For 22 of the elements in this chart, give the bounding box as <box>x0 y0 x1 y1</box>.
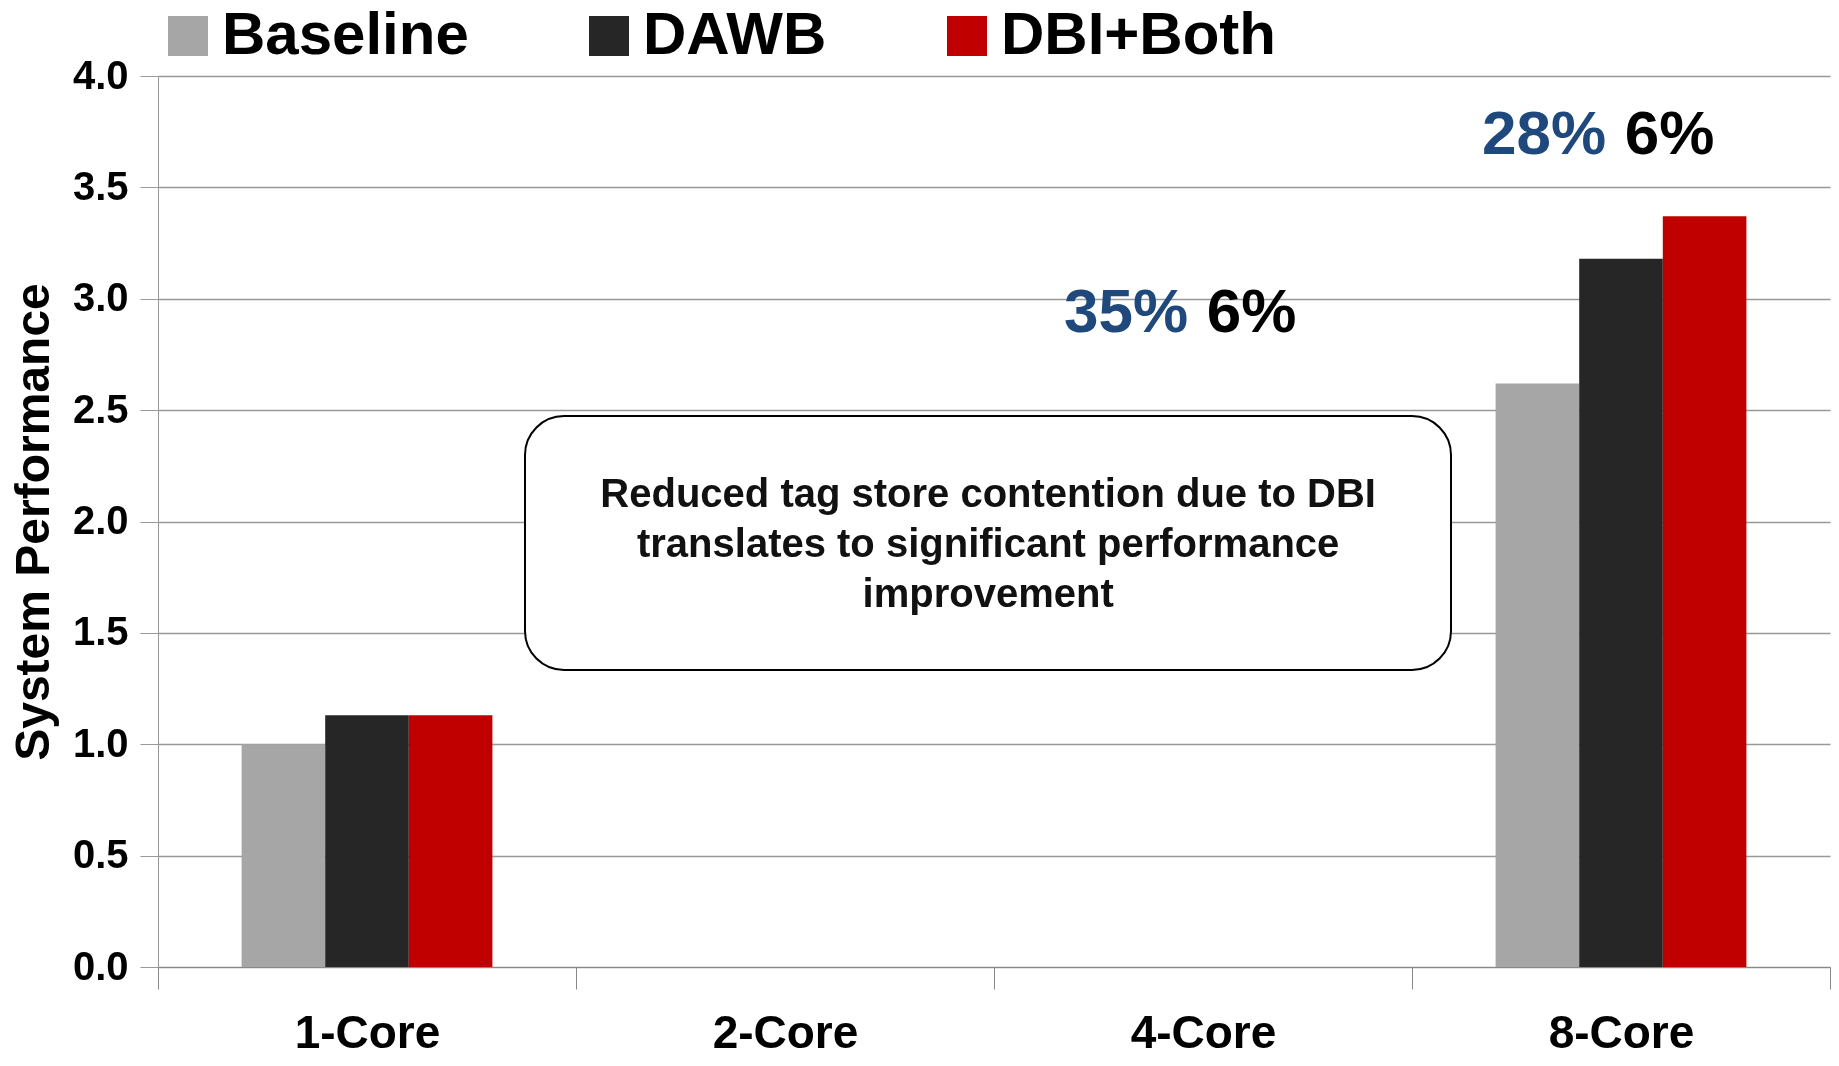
y-tick-label: 3.0 <box>72 275 129 320</box>
y-tick-label: 2.5 <box>72 386 129 431</box>
y-tick-label: 2.0 <box>72 498 129 542</box>
y-tick-label: 4.0 <box>72 52 129 97</box>
y-tick-label: 1.5 <box>72 609 129 654</box>
y-axis-title: System Performance <box>5 283 59 761</box>
annotation: 35% <box>1064 275 1189 347</box>
y-tick-label: 0.0 <box>72 943 129 988</box>
x-tick-label: 2-Core <box>712 1005 859 1058</box>
annotation: 28% <box>1482 97 1607 168</box>
legend-label: DAWB <box>643 0 827 67</box>
y-tick-label: 1.0 <box>72 720 129 765</box>
annotation: 6% <box>1206 275 1297 347</box>
y-tick-label: 3.5 <box>72 163 129 208</box>
callout-box: Reduced tag store contention due to DBI translates to significant performance improvement <box>524 415 1453 672</box>
annotation: 6% <box>1624 97 1715 168</box>
legend-label: DBI+Both <box>1001 0 1276 67</box>
x-tick-label: 1-Core <box>294 1005 441 1058</box>
legend-label: Baseline <box>222 0 469 67</box>
x-tick-label: 4-Core <box>1130 1005 1277 1058</box>
y-tick-label: 0.5 <box>72 832 129 877</box>
x-tick-label: 8-Core <box>1548 1005 1695 1058</box>
